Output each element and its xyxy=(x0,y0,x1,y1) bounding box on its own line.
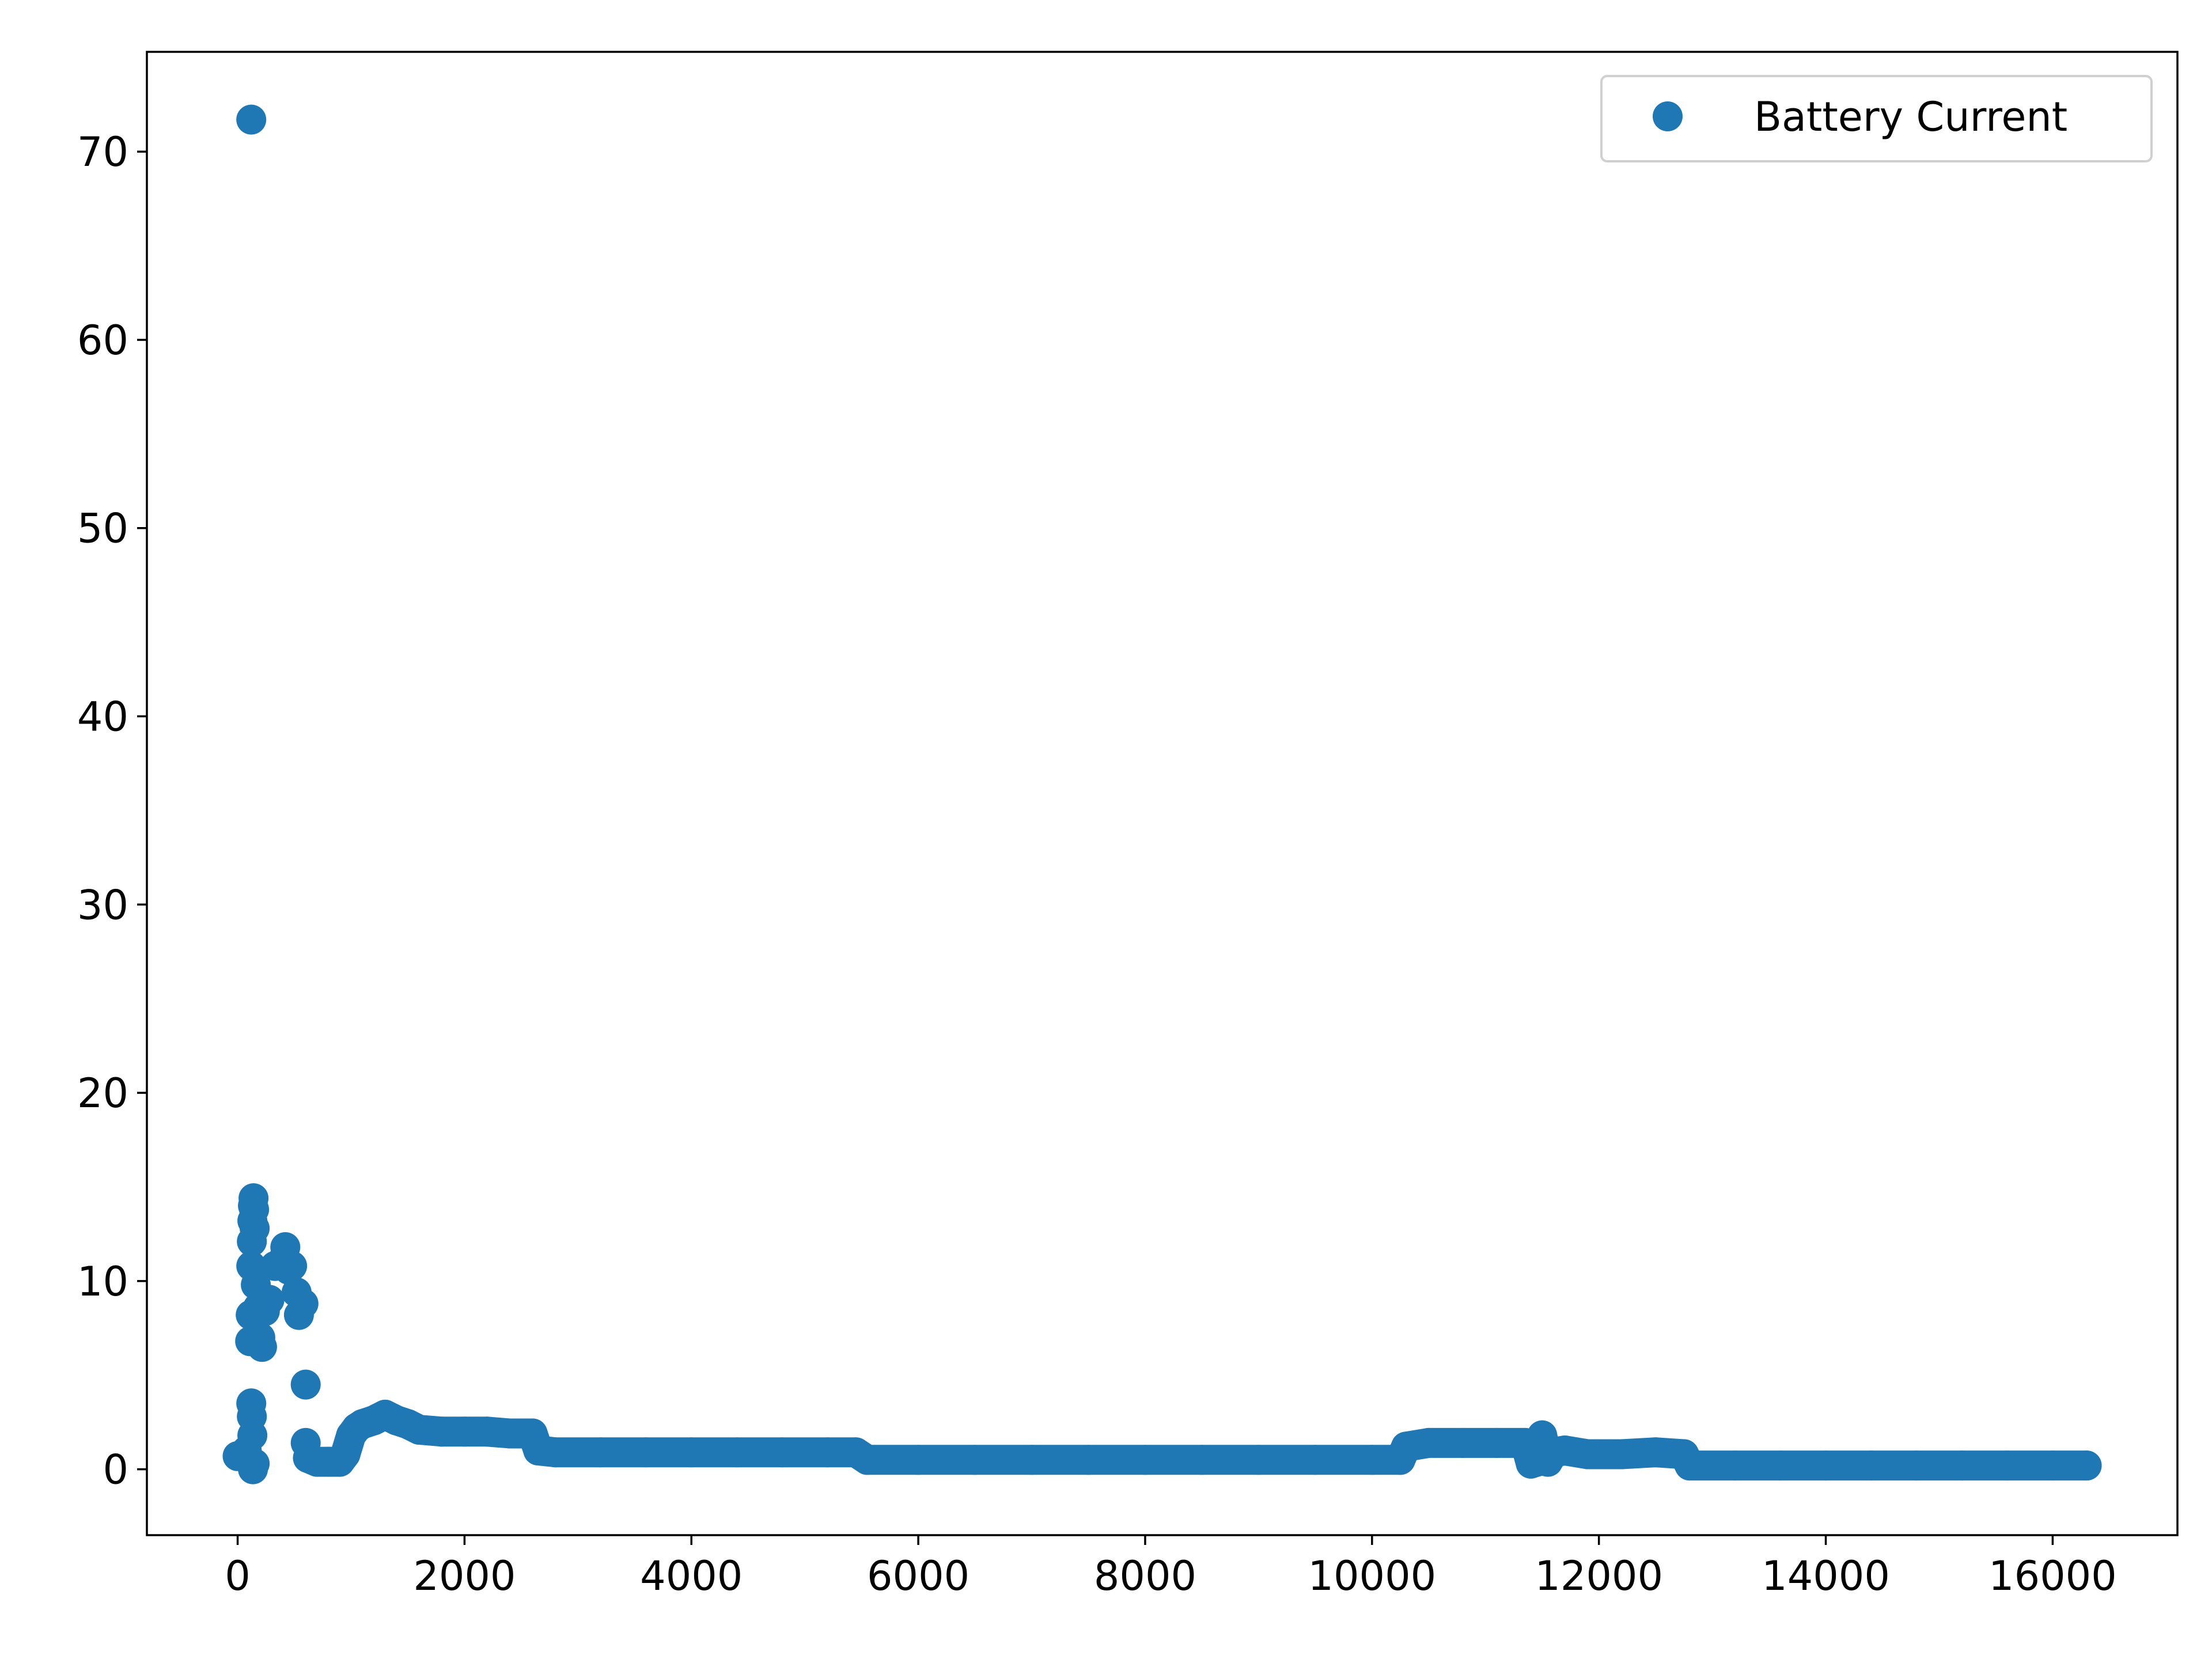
data-point xyxy=(1391,1431,1421,1462)
legend-marker xyxy=(1653,101,1683,131)
data-point xyxy=(676,1437,707,1468)
data-point xyxy=(472,1416,502,1447)
data-point xyxy=(404,1415,434,1445)
data-point xyxy=(1902,1450,1932,1481)
data-point xyxy=(449,1416,480,1447)
data-point xyxy=(1573,1439,1603,1469)
data-point xyxy=(290,1369,321,1400)
data-point xyxy=(277,1251,308,1281)
data-point xyxy=(1856,1450,1887,1481)
data-point xyxy=(960,1445,990,1475)
data-points xyxy=(222,104,2102,1484)
data-point xyxy=(1130,1445,1160,1475)
legend-box xyxy=(1600,75,2153,162)
data-point xyxy=(1607,1439,1637,1469)
data-point xyxy=(1300,1445,1331,1475)
y-tick-label: 0 xyxy=(103,1446,128,1494)
data-point xyxy=(1357,1445,1387,1475)
data-point xyxy=(540,1437,570,1468)
data-point xyxy=(1017,1445,1047,1475)
axes-frame xyxy=(146,51,2179,1536)
y-tick-label: 50 xyxy=(77,505,128,552)
data-point xyxy=(2071,1450,2102,1481)
legend: Battery Current xyxy=(1600,75,2153,162)
data-point xyxy=(495,1418,525,1449)
y-tick-label: 30 xyxy=(77,881,128,929)
x-tick-label: 0 xyxy=(225,1552,251,1600)
y-tick-label: 10 xyxy=(77,1258,128,1305)
data-point xyxy=(1414,1427,1444,1458)
x-tick-label: 6000 xyxy=(867,1552,969,1600)
data-point xyxy=(1073,1445,1104,1475)
data-point xyxy=(1641,1437,1671,1468)
data-point xyxy=(247,1332,277,1362)
data-point xyxy=(1187,1445,1217,1475)
x-tick-label: 10000 xyxy=(1308,1552,1436,1600)
data-point xyxy=(254,1285,285,1315)
data-point xyxy=(2037,1450,2068,1481)
data-point xyxy=(1675,1450,1705,1481)
y-tick-label: 60 xyxy=(77,317,128,364)
data-point xyxy=(1720,1450,1750,1481)
y-tick-label: 70 xyxy=(77,128,128,176)
y-tick-label: 20 xyxy=(77,1070,128,1117)
data-point xyxy=(1243,1445,1274,1475)
data-point xyxy=(1992,1450,2022,1481)
data-point xyxy=(1946,1450,1977,1481)
x-tick-label: 16000 xyxy=(1988,1552,2117,1600)
data-point xyxy=(237,1420,268,1450)
x-tick-label: 2000 xyxy=(413,1552,516,1600)
data-point xyxy=(288,1289,319,1319)
data-point xyxy=(236,104,267,135)
data-point xyxy=(427,1416,457,1447)
data-point xyxy=(1550,1435,1580,1465)
data-point xyxy=(1810,1450,1841,1481)
data-point xyxy=(852,1445,882,1475)
x-tick-label: 14000 xyxy=(1762,1552,1890,1600)
x-axis: 0 2000 4000 6000 8000 10000 12000 14000 16000 xyxy=(225,1535,2117,1600)
data-point xyxy=(767,1437,797,1468)
x-tick-label: 8000 xyxy=(1094,1552,1196,1600)
data-point xyxy=(240,1448,270,1479)
data-point xyxy=(1482,1427,1512,1458)
y-axis: 0 10 20 30 40 50 60 70 xyxy=(77,128,147,1494)
data-point xyxy=(585,1437,616,1468)
data-point xyxy=(903,1445,934,1475)
data-point xyxy=(812,1437,843,1468)
data-point xyxy=(240,1213,270,1244)
legend-label: Battery Current xyxy=(1754,93,2067,141)
data-point xyxy=(631,1437,661,1468)
data-point xyxy=(722,1437,752,1468)
x-tick-label: 12000 xyxy=(1535,1552,1663,1600)
y-tick-label: 40 xyxy=(77,694,128,741)
data-point xyxy=(1765,1450,1796,1481)
data-point xyxy=(1448,1427,1478,1458)
x-tick-label: 4000 xyxy=(640,1552,743,1600)
